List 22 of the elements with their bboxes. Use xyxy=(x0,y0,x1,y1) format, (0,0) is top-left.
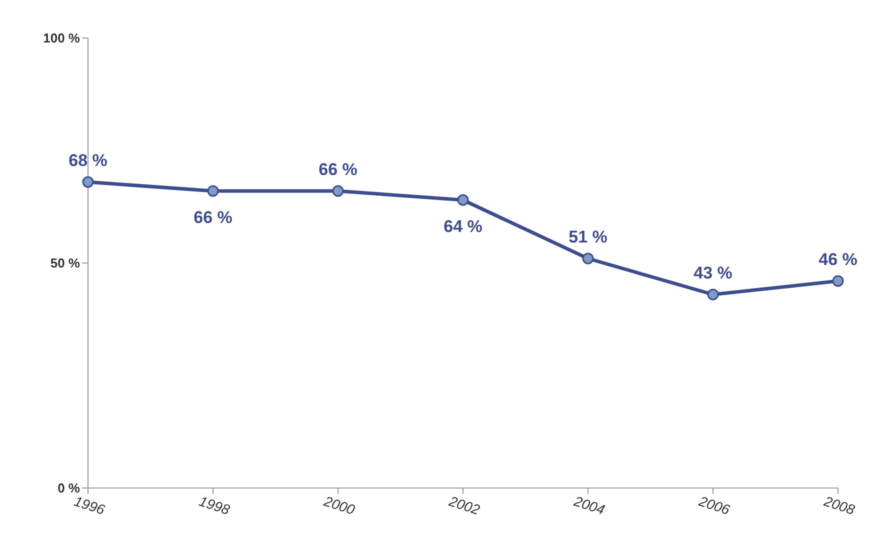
y-tick-label: 100 % xyxy=(43,30,80,46)
data-label: 66 % xyxy=(318,160,358,179)
x-tick-label: 2000 xyxy=(321,492,358,518)
point xyxy=(332,185,344,197)
data-label: 68 % xyxy=(68,151,108,170)
point xyxy=(82,176,94,188)
data-label: 46 % xyxy=(818,250,858,269)
point xyxy=(457,194,469,206)
x-tick-label: 2004 xyxy=(571,492,608,518)
point xyxy=(207,185,219,197)
data-label: 51 % xyxy=(568,228,608,246)
point xyxy=(832,275,844,287)
x-tick-label: 1998 xyxy=(197,492,232,518)
data-label: 43 % xyxy=(694,264,732,282)
y-tick-label: 50 % xyxy=(50,256,80,271)
x-tick-label: 2002 xyxy=(446,492,482,518)
point xyxy=(707,288,719,300)
x-tick-label: 2008 xyxy=(821,492,858,518)
data-label: 66 % xyxy=(194,208,232,227)
point xyxy=(582,252,594,264)
x-tick-label: 2006 xyxy=(696,492,732,518)
data-label: 64 % xyxy=(444,217,482,236)
